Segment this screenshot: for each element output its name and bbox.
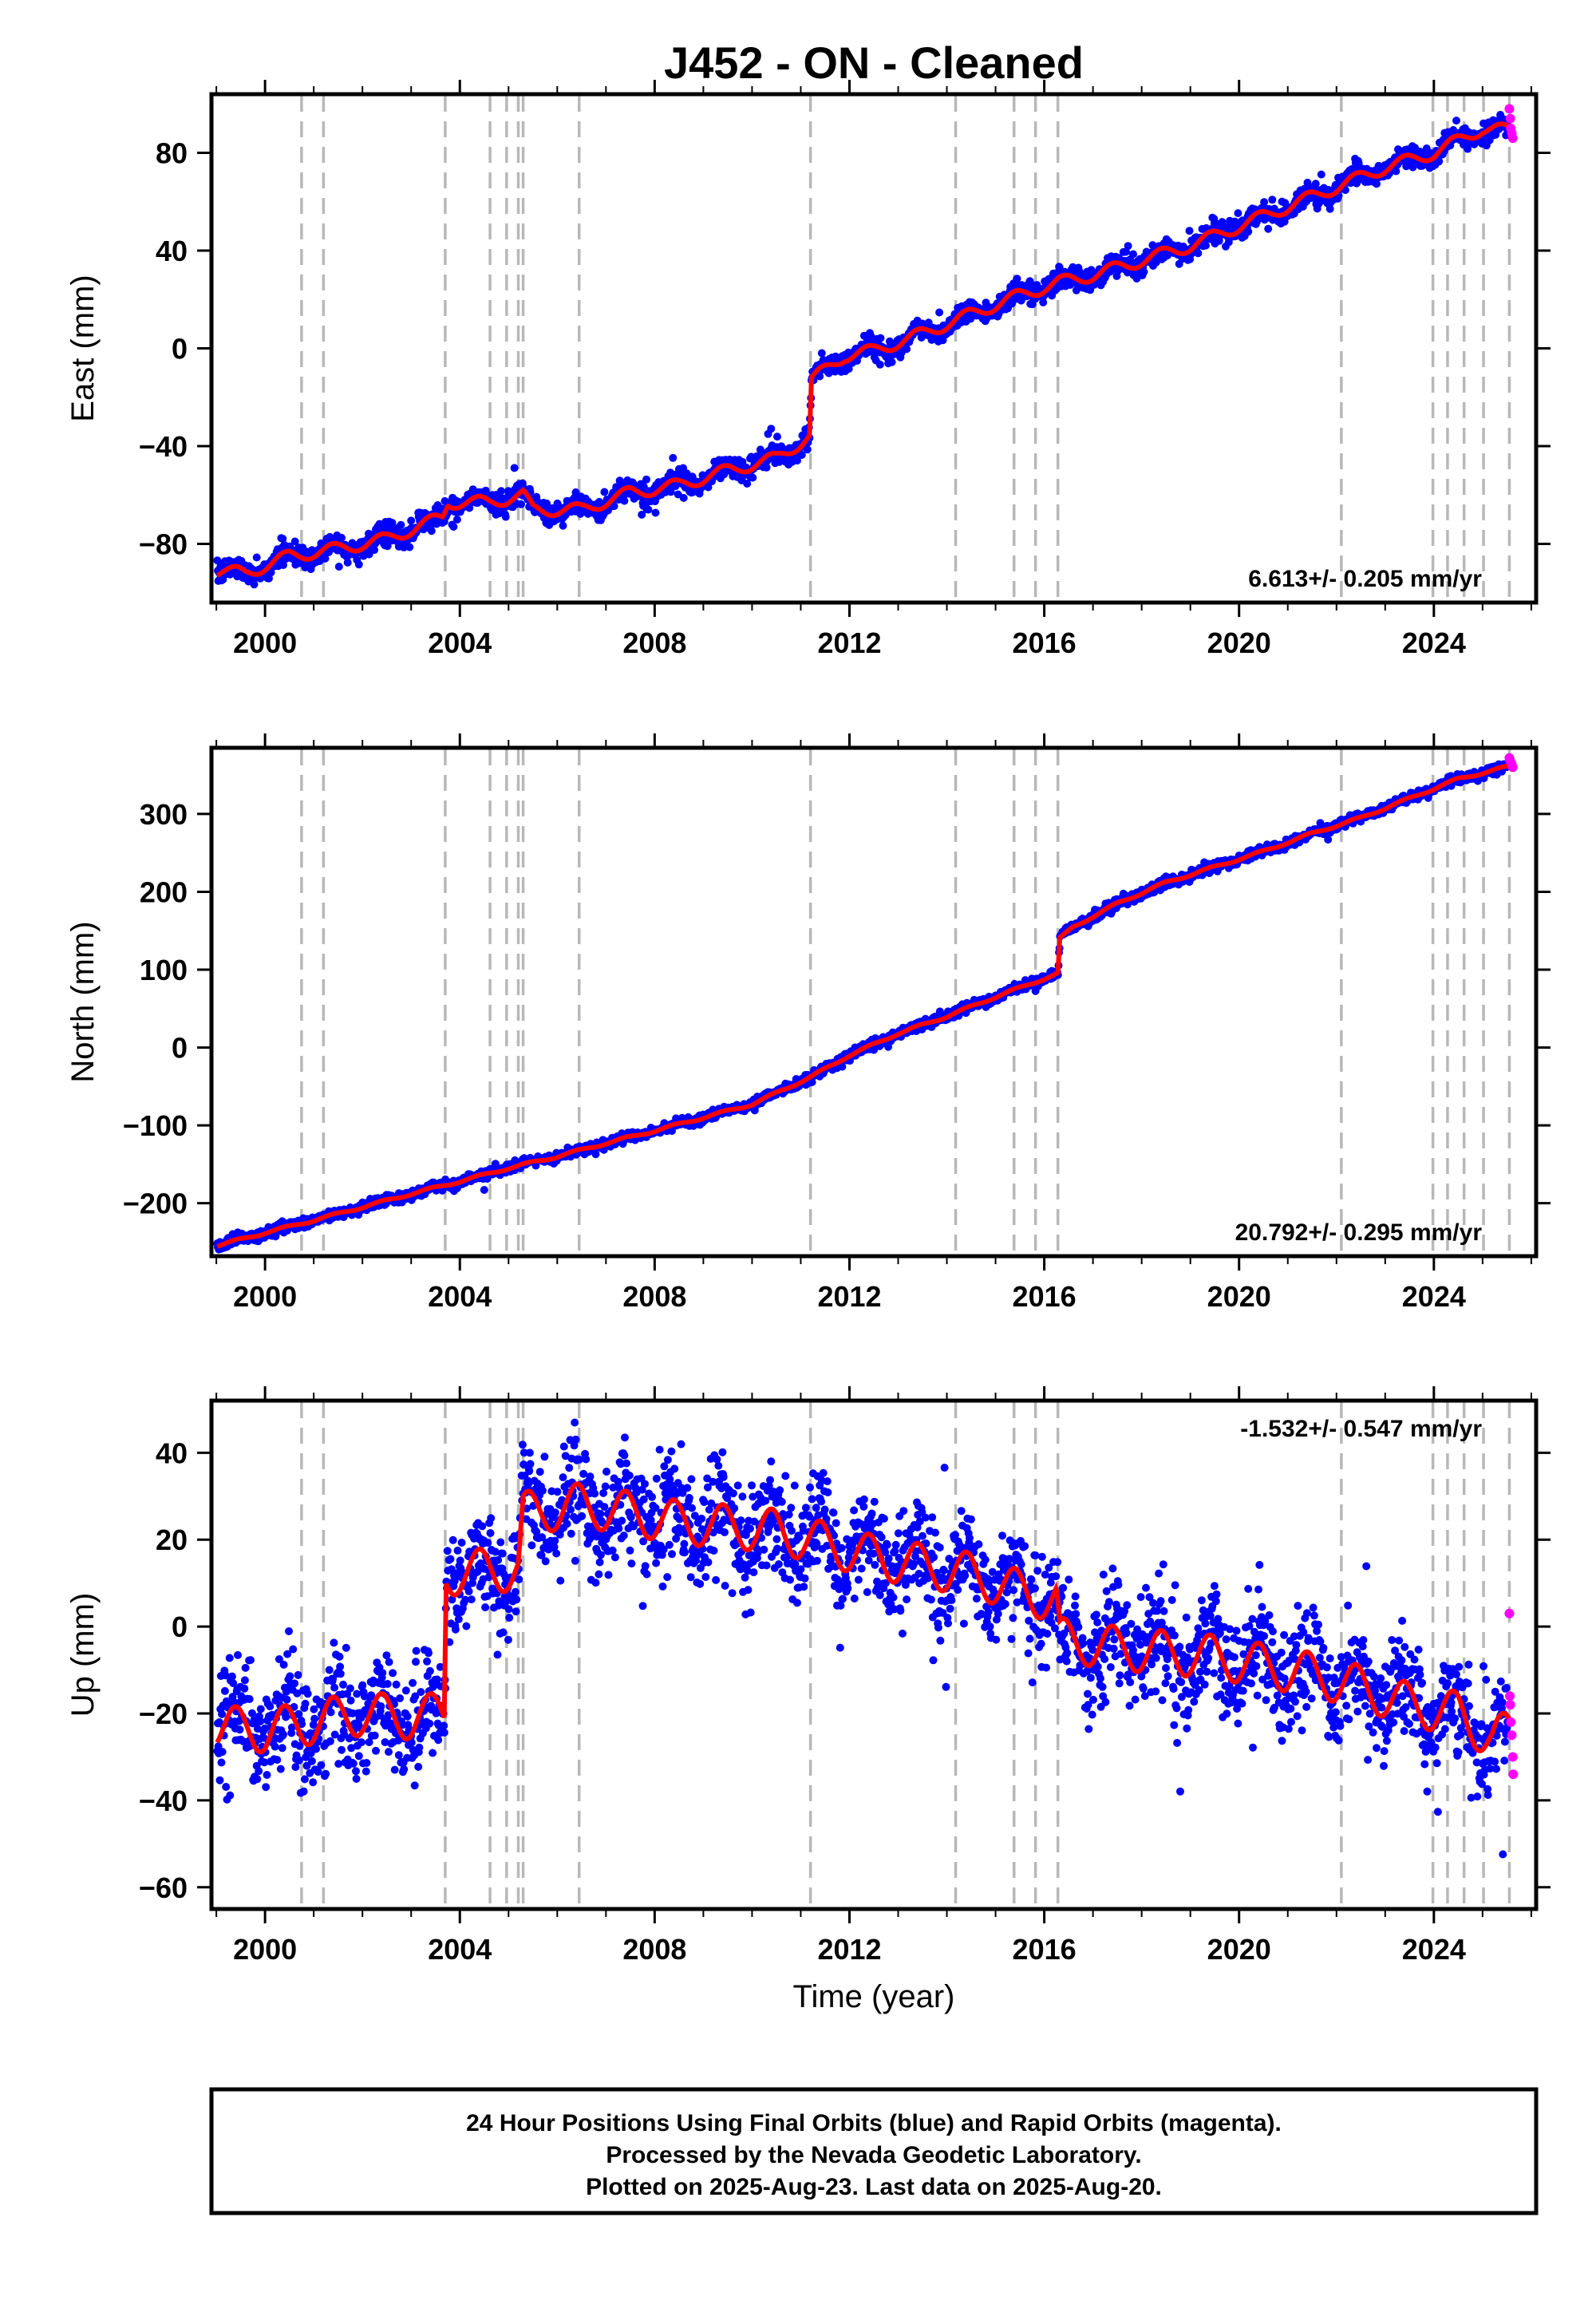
x-tick-label: 2012 <box>817 1280 881 1313</box>
rapid-orbit-point-6 <box>1508 1769 1519 1780</box>
x-tick-label: 2008 <box>622 1933 686 1966</box>
x-tick-label: 2020 <box>1207 626 1271 659</box>
x-tick-label: 2016 <box>1013 626 1077 659</box>
plot-area <box>211 1401 1536 1909</box>
y-axis-label: East (mm) <box>65 275 101 421</box>
y-tick-label: −20 <box>139 1697 188 1730</box>
y-tick-label: 100 <box>140 954 188 986</box>
y-tick-label: 80 <box>156 137 188 170</box>
velocity-label: -1.532+/- 0.547 mm/yr <box>1240 1416 1482 1442</box>
final-orbit-scatter <box>213 1418 1512 1859</box>
chart-title: J452 - ON - Cleaned <box>664 38 1084 88</box>
plot-frame <box>209 1398 1539 1911</box>
north-panel: 2000 2004 2008 2012 2016 2020 2024 −200 −100 0 100… <box>65 733 1551 1313</box>
rapid-orbit-point-4 <box>1507 133 1518 144</box>
final-orbit-scatter <box>213 760 1512 1254</box>
x-tick-label: 2024 <box>1402 1280 1466 1313</box>
x-tick-label: 2024 <box>1402 626 1466 659</box>
y-axis-label: Up (mm) <box>65 1593 101 1717</box>
y-tick-label: 300 <box>140 798 188 831</box>
y-tick-label: −40 <box>139 430 188 463</box>
final-orbit-points <box>213 1418 1512 1859</box>
rapid-orbit-point-1 <box>1505 1691 1515 1701</box>
up-panel: 2000 2004 2008 2012 2016 2020 2024 −60 −40 −20 0 20… <box>65 1386 1551 1966</box>
rapid-orbit-point-2 <box>1505 1700 1515 1710</box>
y-tick-label: −100 <box>123 1109 188 1142</box>
x-tick-label: 2008 <box>622 1280 686 1313</box>
rapid-orbit-point-1 <box>1505 113 1515 124</box>
footer-frame <box>209 2087 1539 2215</box>
model-line <box>215 121 1514 578</box>
y-axis-label: North (mm) <box>65 921 101 1082</box>
rapid-orbit-point-0 <box>1504 104 1515 114</box>
x-tick-label: 2004 <box>428 626 492 659</box>
y-tick-label: 0 <box>172 333 188 366</box>
y-tick-label: −60 <box>139 1871 188 1904</box>
x-tick-label: 2012 <box>817 626 881 659</box>
x-tick-label: 2000 <box>233 1280 297 1313</box>
model-line <box>216 763 1512 1249</box>
rapid-orbit-point-3 <box>1507 762 1518 773</box>
final-orbit-points <box>213 760 1512 1254</box>
footer-line-2: Processed by the Nevada Geodetic Laborat… <box>606 2142 1141 2168</box>
x-tick-label: 2024 <box>1402 1933 1466 1966</box>
x-tick-label: 2020 <box>1207 1280 1271 1313</box>
model-line <box>215 1481 1515 1755</box>
x-tick-label: 2008 <box>622 626 686 659</box>
rapid-orbit-point-5 <box>1507 1752 1518 1762</box>
plot-frame <box>209 745 1539 1259</box>
x-tick-label: 2000 <box>233 1933 297 1966</box>
x-tick-label: 2000 <box>233 626 297 659</box>
y-tick-label: 0 <box>172 1611 188 1643</box>
x-tick-label: 2016 <box>1013 1280 1077 1313</box>
rapid-orbit-point-3 <box>1506 1717 1516 1727</box>
y-tick-label: 0 <box>172 1032 188 1065</box>
east-panel: 2000 2004 2008 2012 2016 2020 2024 −80 −40 0 40 80 E… <box>65 80 1551 659</box>
x-tick-label: 2004 <box>428 1280 492 1313</box>
velocity-label: 6.613+/- 0.205 mm/yr <box>1248 566 1482 592</box>
y-tick-label: −80 <box>139 528 188 561</box>
x-tick-label: 2020 <box>1207 1933 1271 1966</box>
x-tick-label: 2016 <box>1013 1933 1077 1966</box>
x-tick-label: 2004 <box>428 1933 492 1966</box>
x-axis-label: Time (year) <box>793 1979 955 2014</box>
y-tick-label: 20 <box>156 1524 188 1556</box>
footer-line-1: 24 Hour Positions Using Final Orbits (bl… <box>466 2110 1282 2136</box>
footer-box: 24 Hour Positions Using Final Orbits (bl… <box>209 2087 1539 2215</box>
rapid-orbit-point-4 <box>1507 1730 1517 1741</box>
y-tick-label: 200 <box>140 875 188 908</box>
x-tick-label: 2012 <box>817 1933 881 1966</box>
rapid-orbit-point-0 <box>1504 1608 1515 1618</box>
y-tick-label: −40 <box>139 1784 188 1817</box>
velocity-label: 20.792+/- 0.295 mm/yr <box>1235 1219 1483 1246</box>
y-tick-label: 40 <box>156 1437 188 1469</box>
footer-line-3: Plotted on 2025-Aug-23. Last data on 202… <box>586 2174 1162 2200</box>
y-tick-label: 40 <box>156 235 188 267</box>
y-tick-label: −200 <box>123 1188 188 1220</box>
